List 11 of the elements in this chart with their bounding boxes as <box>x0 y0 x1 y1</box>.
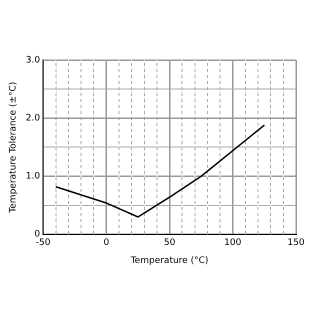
x-tick-label: 150 <box>287 238 305 248</box>
x-tick-label: 100 <box>224 238 242 248</box>
y-tick-label: 2.0 <box>26 113 40 124</box>
x-tick-label: 50 <box>164 238 176 248</box>
x-axis-title: Temperature (°C) <box>130 256 208 266</box>
y-tick-label: 3.0 <box>26 55 40 66</box>
y-tick-label: 0 <box>34 230 40 240</box>
y-tick-label: 1.0 <box>26 172 40 182</box>
y-axis-title: Temperature Tolerance (±°C) <box>8 82 19 214</box>
x-tick-label: -50 <box>36 238 51 248</box>
x-tick-label: 0 <box>103 238 110 248</box>
